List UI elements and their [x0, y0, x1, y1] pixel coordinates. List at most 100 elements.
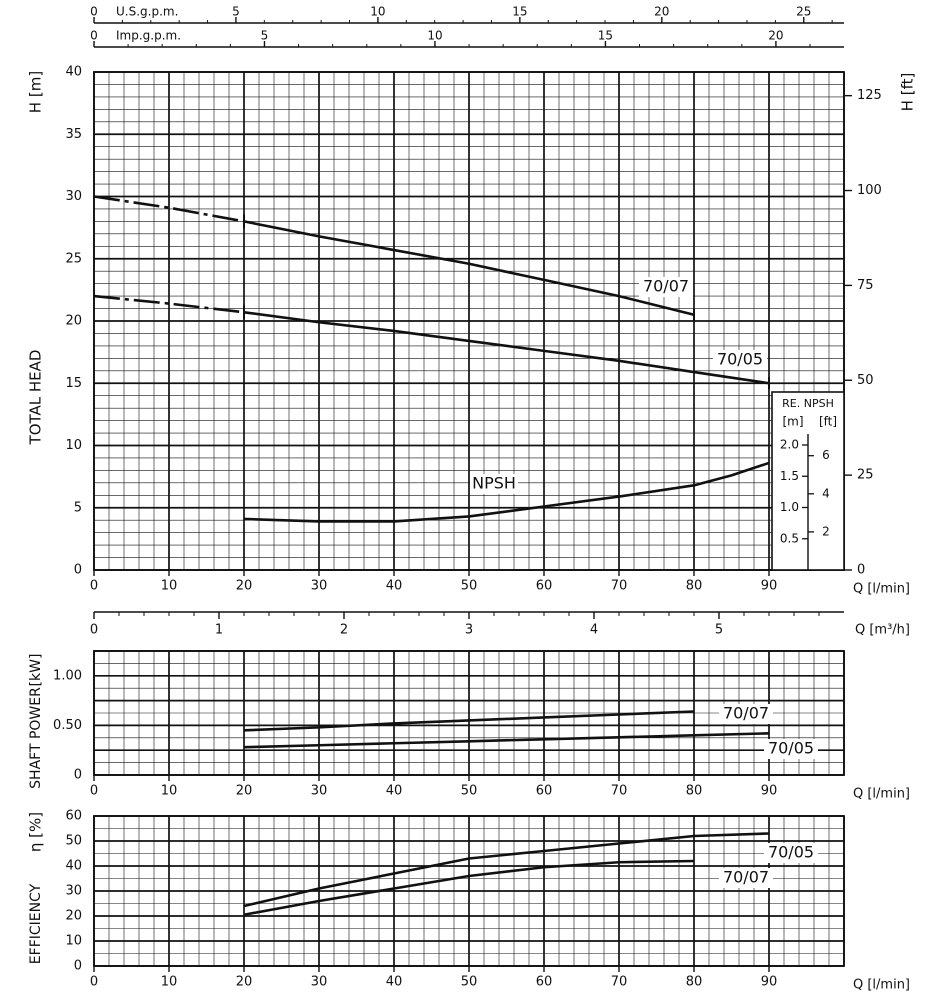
efficiency-x-tick-label: 80	[686, 975, 703, 990]
head-x-tick-label: 20	[236, 579, 253, 594]
usgpm-axis-label: U.S.g.p.m.	[116, 5, 178, 19]
efficiency-y-axis-label: EFFICIENCY	[28, 883, 44, 964]
head-y-tick-label: 40	[65, 65, 82, 80]
npsh-ft-tick-label: 2	[822, 524, 830, 538]
head-y2-tick-label: 0	[857, 563, 865, 578]
head-x-tick-label: 30	[311, 579, 328, 594]
label-70-07-head-bg	[639, 277, 693, 297]
head-y-tick-label: 30	[65, 189, 82, 204]
head-grid	[93, 71, 845, 571]
efficiency-y-tick-label: 60	[65, 809, 82, 824]
label-70-07-efficiency: 70/07	[723, 868, 769, 887]
curve-70-07-efficiency	[243, 859, 695, 917]
power-x-axis-label: Q [l/min]	[853, 787, 910, 802]
head-x-tick-label: 40	[386, 579, 403, 594]
head-x-tick-label: 10	[161, 579, 178, 594]
m3h-tick-label: 3	[465, 623, 473, 638]
efficiency-x-tick-label: 20	[236, 975, 253, 990]
npsh-m-tick-label: 1.0	[780, 500, 799, 514]
head-y2-tick-label: 50	[857, 373, 874, 388]
power-x-tick-label: 50	[461, 784, 478, 799]
impgpm-tick-label: 0	[90, 29, 98, 43]
power-x-tick-label: 80	[686, 784, 703, 799]
efficiency-x-tick-label: 30	[311, 975, 328, 990]
label-70-07-power-bg	[719, 704, 773, 724]
curve-70-05-head	[243, 310, 770, 385]
curve-70-07-head-dashed	[93, 195, 245, 223]
head-x-tick-label: 70	[611, 579, 628, 594]
m3h-tick-label: 5	[715, 623, 723, 638]
efficiency-y-tick-label: 20	[65, 909, 82, 924]
power-x-tick-label: 90	[761, 784, 778, 799]
head-y-tick-label: 20	[65, 314, 82, 329]
label-npsh-bg	[470, 474, 518, 494]
m3h-tick-label: 1	[215, 623, 223, 638]
head-y-tick-label: 25	[65, 251, 82, 266]
usgpm-tick-label: 5	[232, 5, 240, 19]
efficiency-y-unit-label: η [%]	[27, 812, 45, 852]
npsh-scale-unit-ft: [ft]	[819, 415, 837, 429]
head-y-unit-label: H [m]	[27, 71, 45, 113]
head-y-axis-label: TOTAL HEAD	[27, 350, 45, 446]
power-y-unit-label: [kW]	[28, 654, 44, 687]
label-70-05-power: 70/05	[768, 739, 814, 758]
npsh-ft-tick-label: 6	[822, 448, 830, 462]
head-y2-tick-label: 125	[857, 88, 882, 103]
efficiency-x-tick-label: 40	[386, 975, 403, 990]
head-x-tick-label: 80	[686, 579, 703, 594]
npsh-m-tick-label: 2.0	[780, 438, 799, 452]
npsh-m-tick-label: 1.5	[780, 469, 799, 483]
head-x-tick-label: 60	[536, 579, 553, 594]
head-x-axis-label: Q [l/min]	[853, 582, 910, 597]
npsh-scale-title: RE. NPSH	[782, 397, 834, 410]
power-x-tick-label: 60	[536, 784, 553, 799]
power-y-axis-label: SHAFT POWER	[28, 687, 44, 789]
usgpm-tick-label: 20	[654, 5, 669, 19]
efficiency-x-tick-label: 50	[461, 975, 478, 990]
power-x-tick-label: 0	[90, 784, 98, 799]
head-x-tick-label: 50	[461, 579, 478, 594]
head-y-tick-label: 0	[74, 563, 82, 578]
impgpm-tick-label: 10	[427, 29, 442, 43]
efficiency-x-tick-label: 10	[161, 975, 178, 990]
impgpm-axis-label: Imp.g.p.m.	[116, 29, 181, 43]
label-70-05-head-bg	[713, 350, 767, 370]
power-x-tick-label: 40	[386, 784, 403, 799]
power-y-tick-label: 1.00	[53, 668, 82, 683]
power-y-tick-label: 0.50	[53, 718, 82, 733]
efficiency-y-tick-label: 50	[65, 834, 82, 849]
m3h-axis-label: Q [m³/h]	[855, 623, 910, 638]
npsh-ft-tick-label: 4	[822, 486, 830, 500]
curve-70-07-power	[243, 710, 695, 732]
head-y-tick-label: 35	[65, 127, 82, 142]
efficiency-x-tick-label: 90	[761, 975, 778, 990]
usgpm-tick-label: 25	[796, 5, 811, 19]
label-70-07-head: 70/07	[643, 277, 689, 296]
label-70-07-efficiency-bg	[719, 868, 773, 888]
efficiency-grid	[93, 815, 845, 967]
label-70-05-head: 70/05	[717, 350, 763, 369]
power-x-tick-label: 20	[236, 784, 253, 799]
power-x-tick-label: 70	[611, 784, 628, 799]
head-x-tick-label: 0	[90, 579, 98, 594]
head-y2-tick-label: 75	[857, 278, 874, 293]
label-npsh: NPSH	[472, 474, 516, 493]
head-y2-tick-label: 25	[857, 468, 874, 483]
m3h-tick-label: 0	[90, 623, 98, 638]
impgpm-tick-label: 20	[768, 29, 783, 43]
head-y-tick-label: 5	[74, 500, 82, 515]
head-x-tick-label: 90	[761, 579, 778, 594]
impgpm-tick-label: 15	[598, 29, 613, 43]
curve-npsh	[243, 461, 770, 523]
efficiency-x-tick-label: 70	[611, 975, 628, 990]
efficiency-y-tick-label: 0	[74, 959, 82, 974]
efficiency-x-tick-label: 0	[90, 975, 98, 990]
head-y-tick-label: 10	[65, 438, 82, 453]
usgpm-tick-label: 15	[512, 5, 527, 19]
power-x-tick-label: 30	[311, 784, 328, 799]
curve-70-07-head	[243, 220, 695, 317]
efficiency-y-tick-label: 40	[65, 859, 82, 874]
curve-70-05-efficiency	[243, 832, 770, 908]
